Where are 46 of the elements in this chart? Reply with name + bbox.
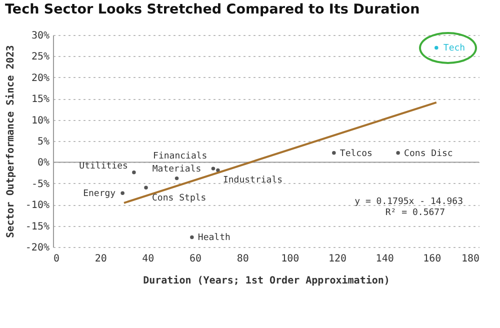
x-tick-label: 100 bbox=[281, 254, 300, 264]
y-tick-label: 10% bbox=[31, 115, 50, 126]
point bbox=[396, 151, 400, 155]
annotation: Materials bbox=[152, 164, 202, 174]
y-axis-title: Sector Outperformance Since 2023 bbox=[4, 45, 16, 238]
x-tick-label: 0 bbox=[54, 254, 60, 264]
annotation: Financials bbox=[153, 152, 208, 162]
point bbox=[144, 186, 148, 190]
x-tick-label: 80 bbox=[236, 254, 249, 264]
annotation: Industrials bbox=[222, 175, 283, 186]
point bbox=[216, 168, 220, 172]
x-axis-title: Duration (Years; 1st Order Approximation) bbox=[143, 274, 390, 286]
annotation: Utilities bbox=[79, 161, 128, 172]
annotation: Health bbox=[198, 233, 230, 244]
y-tick-label: 20% bbox=[31, 72, 50, 84]
y-tick-label: -10% bbox=[25, 200, 50, 212]
chart-title: Tech Sector Looks Stretched Compared to Its Duration bbox=[5, 2, 420, 18]
point bbox=[132, 170, 136, 174]
y-tick-label: 30% bbox=[31, 30, 50, 42]
y-tick-label: 0% bbox=[37, 158, 50, 169]
y-tick-label: 5% bbox=[37, 136, 50, 148]
x-tick-label: 180 bbox=[461, 254, 480, 264]
y-tick-label: 15% bbox=[31, 94, 50, 106]
annotation: Cons Stpls bbox=[152, 194, 206, 204]
point bbox=[211, 166, 216, 170]
point bbox=[190, 235, 194, 240]
y-tick-label: -20% bbox=[25, 242, 50, 254]
y-tick-label: 25% bbox=[31, 52, 50, 63]
y-tick-label: -15% bbox=[25, 221, 50, 232]
x-tick-label: 20 bbox=[94, 254, 107, 264]
annotation: Energy bbox=[83, 189, 116, 200]
x-tick-label: 160 bbox=[423, 254, 442, 264]
annotation: y = 0.1795x - 14.963 bbox=[354, 197, 463, 207]
y-tick-label: -5% bbox=[31, 178, 50, 190]
point bbox=[120, 191, 124, 196]
x-tick-label: 40 bbox=[142, 254, 154, 264]
x-tick-label: 120 bbox=[328, 254, 347, 264]
annotation: R² = 0.5677 bbox=[385, 208, 445, 218]
point bbox=[332, 151, 336, 155]
x-tick-label: 60 bbox=[189, 254, 202, 264]
annotation: Telcos bbox=[340, 148, 372, 159]
point bbox=[434, 46, 438, 50]
annotation: Tech bbox=[443, 44, 466, 54]
point bbox=[174, 176, 179, 180]
x-tick-label: 140 bbox=[376, 254, 394, 264]
annotation: Cons Disc bbox=[404, 148, 453, 159]
